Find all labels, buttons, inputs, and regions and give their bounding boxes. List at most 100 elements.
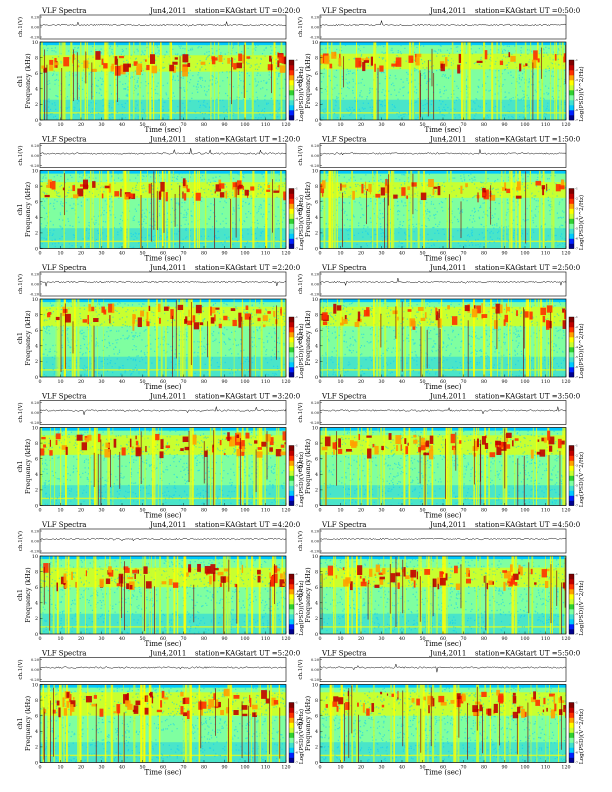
emission-patch [177, 304, 184, 311]
emission-patch [245, 305, 249, 310]
spectrogram-speckle [320, 42, 566, 120]
sferic-streak [184, 299, 186, 377]
emission-patch [503, 319, 506, 326]
emission-patch [136, 66, 142, 75]
sferic-streak [453, 684, 456, 763]
sferic-strong [140, 195, 142, 249]
emission-patch [545, 320, 550, 330]
emission-patch [158, 191, 162, 200]
emission-patch [496, 689, 500, 696]
sferic-streak [563, 427, 565, 506]
sferic-streak [485, 170, 487, 249]
sferic-strong [156, 190, 158, 230]
sferic-streak [430, 556, 432, 634]
colorbar-tick-label: -7 [575, 375, 578, 379]
emission-patch [49, 439, 51, 447]
emission-patch [525, 63, 528, 67]
emission-patch [491, 306, 497, 309]
sferic-strong [321, 573, 323, 630]
sferic-strong [140, 431, 142, 485]
sferic-streak [482, 42, 486, 120]
emission-patch [451, 316, 458, 325]
time-tick-label: 50 [419, 765, 425, 771]
waveform-tick-label: 0.00 [311, 411, 320, 415]
emission-patch [519, 63, 522, 72]
emission-patch [358, 433, 361, 441]
sferic-streak [144, 556, 147, 634]
sferic-strong [144, 574, 145, 632]
sferic-streak [366, 427, 369, 506]
emission-patch [439, 577, 446, 586]
sferic-streak [54, 427, 56, 506]
emission-patch [476, 305, 481, 314]
time-tick-label: 0 [318, 122, 321, 128]
colorbar-segment [289, 727, 294, 733]
emission-patch [372, 443, 375, 448]
spectrogram-panel: VLF Spectra Jun4,2011 station=KAG start UT … [16, 650, 305, 777]
emission-patch [405, 446, 409, 455]
sferic-streak [410, 42, 412, 120]
colorbar-segment [569, 455, 574, 461]
sferic-strong [207, 321, 209, 358]
sferic-strong [550, 312, 552, 377]
emission-patch [151, 65, 158, 74]
spectrogram-top-band [40, 556, 286, 560]
sferic-streak [107, 170, 110, 249]
emission-patch [58, 707, 61, 718]
emission-patch [219, 183, 225, 189]
sferic-strong [467, 703, 468, 760]
colorbar-segment [569, 599, 574, 605]
emission-patch [267, 64, 273, 71]
freq-tick-label: 2 [315, 102, 318, 108]
colorbar-segment [569, 347, 574, 353]
emission-patch [464, 305, 470, 312]
sferic-streak [239, 170, 242, 249]
sferic-streak [83, 170, 86, 249]
sferic-streak [101, 170, 103, 249]
time-axis-label: Time (sec) [144, 640, 181, 648]
sferic-streak [90, 170, 92, 249]
emission-patch [41, 65, 45, 69]
time-tick-label: 80 [481, 379, 487, 385]
sferic-streak [147, 299, 150, 377]
sferic-streak [127, 170, 130, 249]
emission-patch [483, 575, 485, 583]
emission-patch [63, 708, 68, 716]
colorbar-tick-label: -6 [295, 751, 298, 755]
emission-patch [146, 321, 150, 327]
sferic-strong [91, 62, 93, 100]
emission-patch [249, 694, 251, 703]
emission-patch [517, 706, 521, 714]
emission-patch [392, 310, 398, 315]
time-axis-label: Time (sec) [424, 769, 461, 777]
sferic-streak [86, 42, 88, 120]
emission-patch [230, 308, 236, 312]
sferic-streak [445, 427, 447, 506]
sferic-streak [285, 427, 286, 506]
emission-patch [145, 59, 147, 62]
emission-patch [103, 309, 107, 315]
sferic-streak [462, 556, 465, 634]
sferic-streak [214, 42, 216, 120]
emission-patch [76, 434, 83, 441]
emission-patch [563, 705, 566, 713]
emission-patch [148, 183, 151, 194]
emission-patch [324, 436, 331, 447]
waveform-tick-label: -0.20 [30, 678, 40, 682]
emission-patch [161, 581, 167, 585]
emission-patch [397, 582, 400, 589]
waveform-frame [319, 143, 567, 168]
sferic-strong [249, 316, 250, 377]
sferic-streak [187, 299, 190, 377]
emission-patch [85, 695, 92, 703]
sferic-streak [217, 42, 220, 120]
sferic-streak [165, 299, 167, 377]
time-tick-label: 0 [318, 508, 321, 514]
emission-patch [360, 58, 364, 61]
sferic-streak [177, 299, 179, 377]
sferic-strong [419, 576, 421, 622]
emission-patch [273, 190, 280, 193]
sferic-streak [65, 556, 67, 634]
emission-patch [554, 703, 557, 712]
colorbar-segment [569, 90, 574, 96]
